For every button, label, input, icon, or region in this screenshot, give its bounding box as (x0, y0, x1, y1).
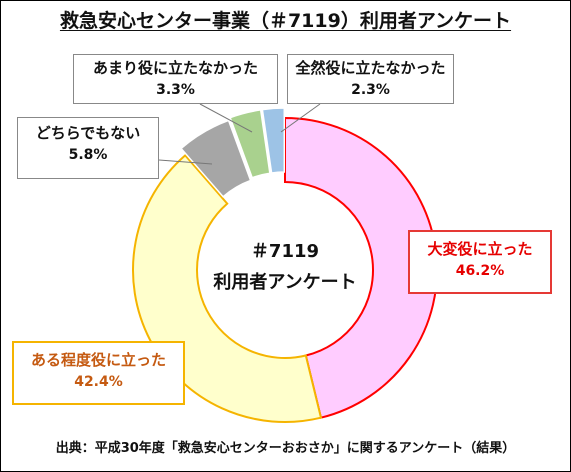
callout-not-at-all-helpful: 全然役に立たなかった 2.3% (287, 54, 454, 104)
callout-neither: どちらでもない 5.8% (17, 117, 159, 179)
chart-title-text: 救急安心センター事業（＃7119）利用者アンケート (59, 10, 512, 32)
center-label-line1: ＃7119 (250, 241, 320, 262)
callout-very-helpful: 大変役に立った 46.2% (408, 230, 552, 294)
slice-value-very-helpful: 46.2% (455, 263, 505, 280)
center-label: ＃7119 利用者アンケート (210, 238, 360, 300)
slice-label-not-very-helpful: あまり役に立たなかった (92, 59, 258, 77)
donut-slice-neither (180, 119, 252, 198)
slice-label-neither: どちらでもない (35, 124, 141, 142)
source-note: 出典：平成30年度「救急安心センターおおさか」に関するアンケート（結果） (55, 441, 516, 456)
leader-line-neither (158, 159, 213, 165)
slice-value-somewhat-helpful: 42.4% (74, 374, 123, 391)
slice-value-neither: 5.8% (68, 147, 108, 164)
slice-value-not-very-helpful: 3.3% (156, 82, 195, 99)
slice-label-somewhat-helpful: ある程度役に立った (30, 351, 166, 369)
donut-slice-not-at-all-helpful (261, 107, 286, 174)
leader-lines (158, 103, 321, 165)
leader-line-not-at-all-helpful (280, 103, 321, 133)
center-label-line2: 利用者アンケート (213, 272, 357, 293)
donut-slice-not-very-helpful (229, 109, 271, 179)
donut-slice-very-helpful (284, 116, 438, 419)
callout-somewhat-helpful: ある程度役に立った 42.4% (12, 341, 185, 405)
slice-label-very-helpful: 大変役に立った (427, 240, 533, 258)
chart-title: 救急安心センター事業（＃7119）利用者アンケート (0, 6, 571, 33)
slice-label-not-at-all-helpful: 全然役に立たなかった (295, 59, 446, 77)
callout-not-very-helpful: あまり役に立たなかった 3.3% (73, 54, 278, 104)
leader-line-not-very-helpful (199, 103, 253, 133)
slice-value-not-at-all-helpful: 2.3% (351, 82, 390, 99)
